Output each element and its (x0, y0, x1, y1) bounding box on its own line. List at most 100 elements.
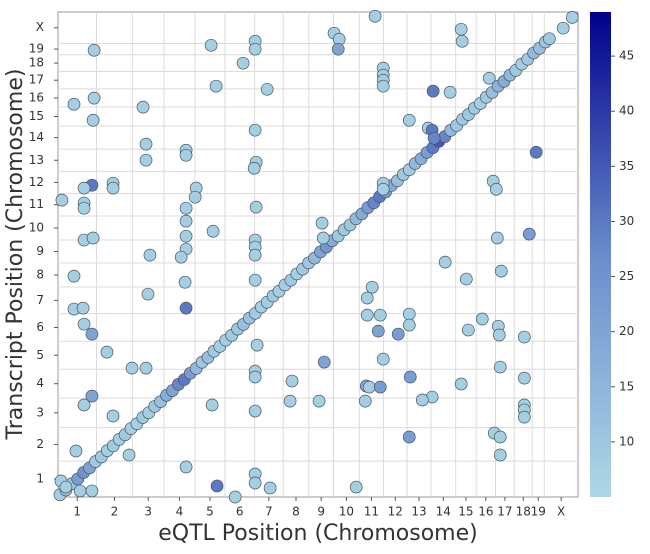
point (360, 308, 374, 322)
point (250, 338, 264, 352)
point (205, 398, 219, 412)
point (248, 370, 262, 384)
point (315, 216, 329, 230)
point (76, 301, 90, 315)
point (143, 248, 157, 262)
point (69, 444, 83, 458)
x-tick-label: 18 (516, 505, 531, 519)
colorbar (590, 12, 611, 497)
point (494, 264, 508, 278)
point (248, 42, 262, 56)
colorbar-tick-label: 10 (619, 434, 634, 448)
point (106, 181, 120, 195)
y-tick-label: 11 (29, 197, 44, 211)
point (206, 224, 220, 238)
x-tick-label: 6 (236, 505, 244, 519)
x-tick-label: 5 (206, 505, 214, 519)
y-tick-label: 1 (36, 472, 44, 486)
x-tick-label: 3 (144, 505, 152, 519)
point (136, 100, 150, 114)
point (349, 480, 363, 494)
point (402, 307, 416, 321)
point (77, 398, 91, 412)
point (85, 484, 99, 498)
point (443, 85, 457, 99)
point (373, 308, 387, 322)
point (248, 248, 262, 262)
x-tick-label: 2 (111, 505, 119, 519)
y-tick-label: 3 (36, 405, 44, 419)
point (492, 328, 506, 342)
point (285, 374, 299, 388)
point (493, 448, 507, 462)
point (493, 360, 507, 374)
point (426, 84, 440, 98)
point (565, 10, 579, 24)
x-tick-label: 9 (317, 505, 325, 519)
x-tick-label: 19 (531, 505, 546, 519)
point (312, 394, 326, 408)
colorbar-tick-label: 30 (619, 214, 634, 228)
point (86, 231, 100, 245)
y-tick-label: 9 (36, 244, 44, 258)
point (55, 193, 69, 207)
x-tick-label: 16 (478, 505, 493, 519)
point (59, 480, 73, 494)
point (178, 275, 192, 289)
point (482, 71, 496, 85)
point (179, 460, 193, 474)
point (373, 380, 387, 394)
y-tick-label: X (36, 20, 44, 34)
y-axis-label: Transcript Position (Chromosome) (3, 69, 28, 441)
point (67, 269, 81, 283)
x-tick-label: 11 (364, 505, 379, 519)
y-tick-label: 18 (29, 56, 44, 70)
point (174, 250, 188, 264)
point (365, 280, 379, 294)
y-tick-label: 14 (29, 130, 44, 144)
point (376, 79, 390, 93)
point (77, 181, 91, 195)
point (461, 323, 475, 337)
point (391, 327, 405, 341)
point (210, 479, 224, 493)
point (236, 56, 250, 70)
point (209, 79, 223, 93)
point (402, 113, 416, 127)
point (122, 448, 136, 462)
point (248, 123, 262, 137)
point (403, 370, 417, 384)
point (376, 352, 390, 366)
point (427, 131, 441, 145)
point (438, 255, 452, 269)
point (376, 182, 390, 196)
point (139, 153, 153, 167)
y-tick-label: 2 (36, 437, 44, 451)
point (402, 318, 416, 332)
point (454, 22, 468, 36)
point (371, 324, 385, 338)
y-tick-label: 19 (29, 42, 44, 56)
point (529, 145, 543, 159)
point (86, 113, 100, 127)
point (125, 361, 139, 375)
point (316, 231, 330, 245)
point (317, 355, 331, 369)
y-tick-label: 4 (36, 376, 44, 390)
point (331, 42, 345, 56)
x-tick-label: 7 (265, 505, 273, 519)
point (402, 430, 416, 444)
point (179, 214, 193, 228)
point (77, 317, 91, 331)
y-tick-label: 7 (36, 293, 44, 307)
point (87, 43, 101, 57)
y-tick-label: 5 (36, 348, 44, 362)
point (248, 273, 262, 287)
point (415, 393, 429, 407)
point (522, 227, 536, 241)
point (493, 430, 507, 444)
colorbar-tick-label: 25 (619, 269, 634, 283)
point (517, 330, 531, 344)
y-tick-label: 8 (36, 268, 44, 282)
